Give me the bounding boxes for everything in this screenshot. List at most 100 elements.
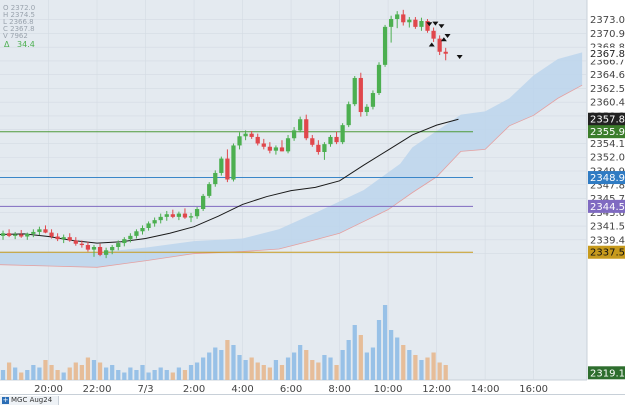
volume-bar xyxy=(79,365,84,380)
price-tick-label: 2360.4 xyxy=(590,98,625,109)
volume-bar xyxy=(140,365,145,380)
candle-body xyxy=(79,243,84,246)
symbol-tab-bar: + MGC Aug24 xyxy=(0,394,625,405)
price-tick-label: 2347.8 xyxy=(590,180,625,191)
candle-body xyxy=(158,216,163,221)
candle-body xyxy=(298,119,303,131)
price-tag-label: 2355.9 xyxy=(590,127,625,138)
volume-bar xyxy=(25,370,30,380)
volume-bar xyxy=(31,365,36,380)
candle-body xyxy=(225,158,230,180)
candle-body xyxy=(279,147,285,152)
candle-body xyxy=(0,233,6,236)
volume-bar xyxy=(182,370,188,380)
candle-body xyxy=(443,51,448,54)
ohlc-close: C 2367.8 xyxy=(3,25,35,33)
volume-bar xyxy=(73,362,78,380)
candle-body xyxy=(249,133,254,137)
candle-body xyxy=(61,237,66,240)
volume-bar xyxy=(0,370,6,380)
volume-bar xyxy=(304,350,309,380)
candle-body xyxy=(255,136,260,144)
price-axis-background xyxy=(587,0,625,380)
volume-bar xyxy=(261,365,266,380)
candle-body xyxy=(310,138,315,145)
volume-bars xyxy=(0,305,448,380)
volume-bar xyxy=(389,330,394,380)
candle-body xyxy=(19,234,24,237)
candle-body xyxy=(170,214,175,217)
volume-bar xyxy=(110,365,115,380)
candle-body xyxy=(97,247,103,255)
candle-body xyxy=(67,237,72,241)
candle-body xyxy=(140,228,145,232)
delta-symbol: Δ xyxy=(4,40,10,49)
signal-marker xyxy=(444,34,451,39)
candle-body xyxy=(219,158,224,173)
delta-value: 34.4 xyxy=(17,40,35,49)
price-tag-background xyxy=(588,245,625,259)
price-tick-label: 2352.0 xyxy=(590,153,625,164)
volume-bar xyxy=(194,362,200,380)
volume-bar xyxy=(352,325,357,380)
price-tick-label: 2343.6 xyxy=(590,208,625,219)
volume-bar xyxy=(164,370,169,380)
candle-body xyxy=(413,19,418,27)
volume-bar xyxy=(346,340,351,380)
signal-marker xyxy=(426,22,433,27)
volume-bar xyxy=(364,352,369,380)
volume-bar xyxy=(201,357,206,380)
volume-bar xyxy=(91,360,97,380)
candle-body xyxy=(304,119,309,139)
candle-body xyxy=(370,93,376,107)
candle-body xyxy=(243,133,248,137)
add-icon[interactable]: + xyxy=(2,396,9,404)
candle-body xyxy=(55,236,60,240)
time-tick-label: 22:00 xyxy=(83,384,112,395)
candle-body xyxy=(352,77,357,105)
volume-bar xyxy=(43,360,48,380)
signal-marker xyxy=(456,55,463,59)
volume-bar xyxy=(97,362,103,380)
candle-body xyxy=(13,234,18,236)
price-tick-label: 2364.6 xyxy=(590,70,625,81)
time-tick-label: 14:00 xyxy=(471,384,500,395)
volume-bar xyxy=(55,370,60,380)
volume-bar xyxy=(334,365,339,380)
price-tick-label: 2341.5 xyxy=(590,222,625,233)
candle-body xyxy=(376,64,382,94)
time-tick-label: 4:00 xyxy=(231,384,253,395)
candle-body xyxy=(328,136,333,145)
candle-body xyxy=(322,144,327,152)
volume-bar xyxy=(225,340,230,380)
volume-bar xyxy=(431,352,436,380)
candle-body xyxy=(364,106,369,113)
volume-bar xyxy=(443,365,448,380)
candle-body xyxy=(152,220,157,224)
price-tag-label: 2344.5 xyxy=(590,202,625,213)
candle-body xyxy=(261,143,266,147)
time-tick-label: 12:00 xyxy=(422,384,451,395)
volume-bar xyxy=(231,345,236,380)
candle-body xyxy=(382,26,388,65)
volume-bar xyxy=(207,352,212,380)
volume-bar xyxy=(376,320,382,380)
candle-body xyxy=(134,231,139,236)
volume-bar xyxy=(291,352,297,380)
time-tick-label: 16:00 xyxy=(519,384,548,395)
volume-bar xyxy=(328,357,333,380)
candle-body xyxy=(407,19,412,23)
price-tick-label: 2373.0 xyxy=(590,15,625,26)
candle-body xyxy=(201,195,206,209)
volume-bar xyxy=(188,365,194,380)
candle-body xyxy=(43,229,48,233)
volume-bar xyxy=(243,360,248,380)
candle-body xyxy=(85,245,91,250)
price-tag-background xyxy=(588,47,625,60)
price-tag-background xyxy=(588,366,625,380)
symbol-tab[interactable]: + MGC Aug24 xyxy=(0,396,60,405)
candle-body xyxy=(207,184,212,196)
price-tag-label: 2357.8 xyxy=(590,115,625,126)
